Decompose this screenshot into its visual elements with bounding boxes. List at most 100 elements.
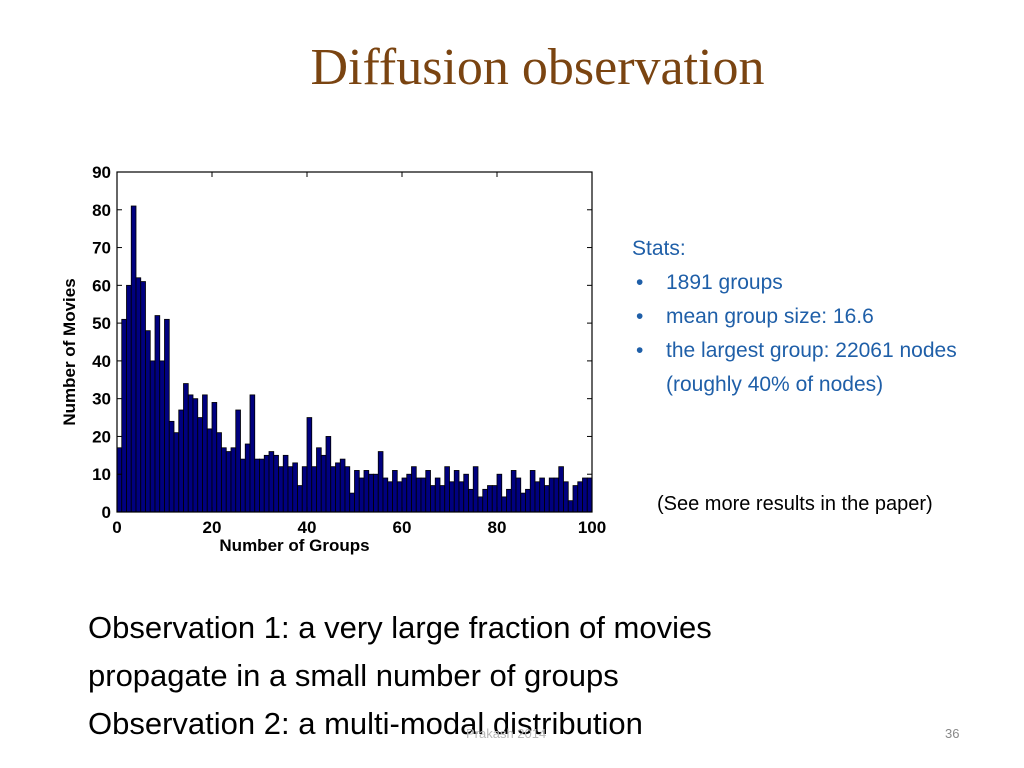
bar [240,458,246,513]
y-tick-label: 20 [92,427,111,446]
observations: Observation 1: a very large fraction of … [88,604,712,748]
bar [396,481,403,513]
bar [335,462,341,513]
bar [506,488,512,513]
bar [216,432,222,513]
bar [301,466,308,513]
bar [586,477,593,513]
bar [463,473,469,513]
bar [449,481,455,513]
bar [401,477,408,513]
y-tick-label: 60 [92,276,111,295]
stats-item-largest-group: the largest group: 22061 nodes (roughly … [632,334,962,402]
bar [411,466,417,513]
x-tick-label: 20 [203,518,222,537]
bar [206,428,213,513]
bar [306,417,313,513]
y-tick-label: 10 [92,465,111,484]
bar [325,436,332,513]
bar [563,481,569,513]
bar [430,485,436,513]
bar [363,470,370,513]
stats-list: 1891 groups mean group size: 16.6 the la… [632,266,962,402]
bar [582,477,588,513]
bar [491,485,498,513]
bar [420,477,427,513]
bar [263,454,270,513]
bar [244,443,251,513]
bar [553,477,560,513]
bar [577,481,583,513]
bar [320,454,327,513]
bar [192,398,199,513]
bar [354,470,360,513]
bar [159,360,165,513]
bar [173,432,180,513]
bar [349,492,355,513]
y-tick-label: 30 [92,390,111,409]
bar [339,458,346,513]
bar [434,477,441,513]
bar [425,470,431,513]
bar [211,402,218,513]
bar [135,277,142,513]
stats-box: Stats: 1891 groups mean group size: 16.6… [632,232,962,402]
bar [149,360,156,513]
bar [126,284,132,513]
bar [268,451,275,513]
y-tick-label: 70 [92,239,111,258]
bar [145,330,151,513]
bar [292,462,298,513]
bar [187,394,194,513]
bar [501,496,507,513]
bar [444,466,450,513]
bar [415,477,422,513]
bar [197,417,203,513]
bar [520,492,526,513]
bar [116,447,123,513]
bar [316,447,322,513]
x-tick-label: 40 [298,518,317,537]
bar [453,470,460,513]
bar [525,488,531,513]
bar [358,477,365,513]
bar [534,481,541,513]
x-tick-label: 0 [112,518,121,537]
bar [439,485,446,513]
bar [130,205,137,513]
bar [230,447,237,513]
bar [406,473,412,513]
bar [373,473,379,513]
bar [221,447,227,513]
bar [487,485,493,513]
bar [297,485,303,513]
footer-author: Prakash 2014 [466,726,547,741]
observation-line-1: Observation 1: a very large fraction of … [88,610,712,645]
y-tick-label: 40 [92,352,111,371]
observation-line-3: Observation 2: a multi-modal distributio… [88,706,643,741]
bar [273,454,279,513]
bar [164,318,170,513]
bar [387,481,393,513]
bar [472,466,479,513]
y-tick-label: 0 [102,503,111,522]
bar [572,485,579,513]
bar [515,477,522,513]
observation-line-2: propagate in a small number of groups [88,658,619,693]
bar [202,394,208,513]
histogram-svg: 0 10 20 30 40 50 60 70 80 90 0 20 40 60 80 100 Number of… [60,163,606,555]
y-tick-label: 80 [92,201,111,220]
y-tick-label: 90 [92,163,111,182]
bar [235,409,241,513]
page-number: 36 [945,726,960,741]
bar [344,466,351,513]
bar [529,470,536,513]
paper-note: (See more results in the paper) [657,493,933,515]
bar [330,466,336,513]
bar [254,458,260,513]
bar [225,451,232,513]
bar [468,488,474,513]
x-axis-label: Number of Groups [219,536,369,555]
y-axis-label: Number of Movies [60,278,79,425]
bar [278,466,284,513]
